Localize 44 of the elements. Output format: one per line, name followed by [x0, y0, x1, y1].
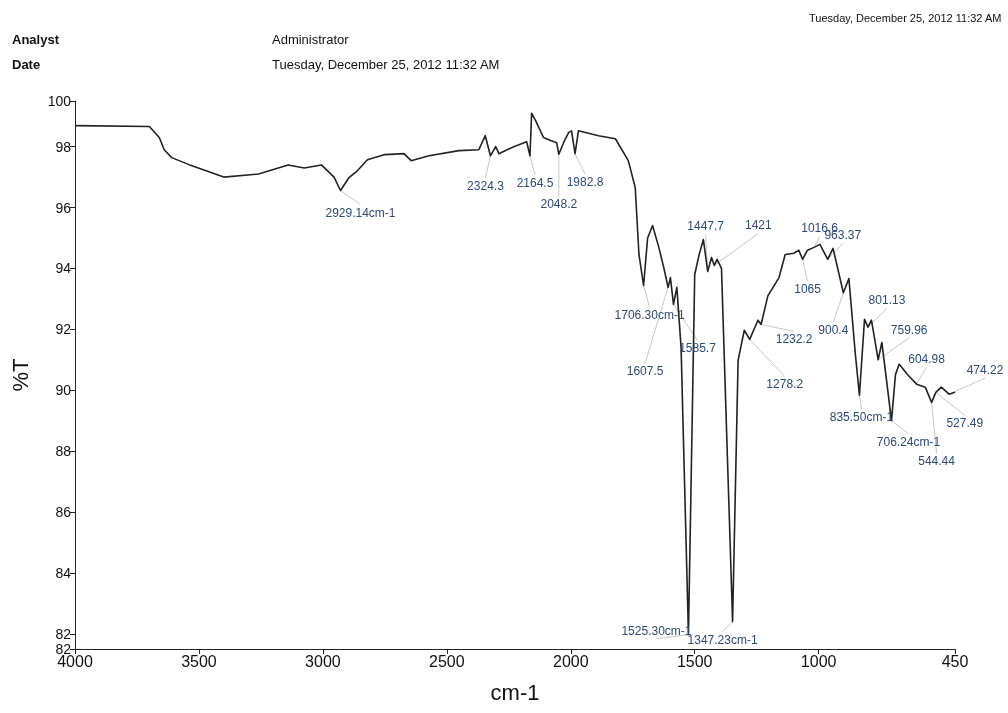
annotation: 527.49	[946, 416, 984, 431]
annotation: 544.44	[918, 454, 956, 469]
x-tick-label: 1000	[800, 652, 837, 670]
x-tick-label: 3500	[181, 652, 217, 670]
annotation: 801.13	[868, 293, 906, 308]
y-tick-label: 100	[47, 93, 72, 109]
y-tick-label: 82	[55, 625, 72, 642]
annotation: 604.98	[908, 352, 946, 367]
text: Analyst	[12, 32, 60, 47]
y-tick-label: 88	[55, 443, 72, 460]
annotation: 474.22	[966, 363, 1004, 378]
y-axis-title: %T	[7, 358, 33, 392]
y-tick-label: 86	[55, 504, 72, 520]
text: Tuesday, December 25, 2012 11:32 AM	[808, 11, 1002, 24]
annotation: 759.96	[890, 322, 928, 337]
text: Date	[12, 57, 41, 72]
annotation: 1421	[744, 218, 772, 233]
x-tick-label: 450	[941, 652, 969, 670]
annotation: 2164.5	[516, 175, 554, 190]
x-tick-label: 3000	[305, 652, 341, 670]
y-tick-label: 98	[55, 138, 72, 155]
y-tick-label: 90	[55, 382, 72, 399]
annotation: 1232.2	[775, 332, 813, 347]
text: Tuesday, December 25, 2012 11:32 AM	[272, 57, 500, 72]
y-tick-label: 94	[55, 260, 72, 277]
annotation: 1065	[794, 282, 822, 297]
text: Administrator	[272, 32, 350, 47]
y-tick-label: 84	[55, 564, 72, 581]
x-tick-label: 2000	[552, 652, 589, 670]
y-tick-label: 92	[55, 321, 72, 338]
annotation: 1982.8	[566, 174, 604, 189]
y-tick-label: 82	[55, 641, 72, 657]
annotation: 2929.14cm-1	[325, 205, 396, 220]
annotation: 706.24cm-1	[876, 434, 941, 449]
x-tick-label: 2500	[429, 652, 465, 670]
annotation: 900.4	[818, 322, 849, 337]
x-axis-title: cm-1	[490, 679, 540, 705]
annotation: 1447.7	[687, 219, 725, 234]
y-tick-label: 96	[55, 199, 72, 216]
annotation: 1278.2	[766, 377, 804, 392]
annotation: 2048.2	[540, 197, 578, 212]
x-tick-label: 1500	[676, 652, 713, 670]
annotation: 2324.3	[467, 178, 505, 193]
annotation: 1607.5	[626, 364, 664, 379]
